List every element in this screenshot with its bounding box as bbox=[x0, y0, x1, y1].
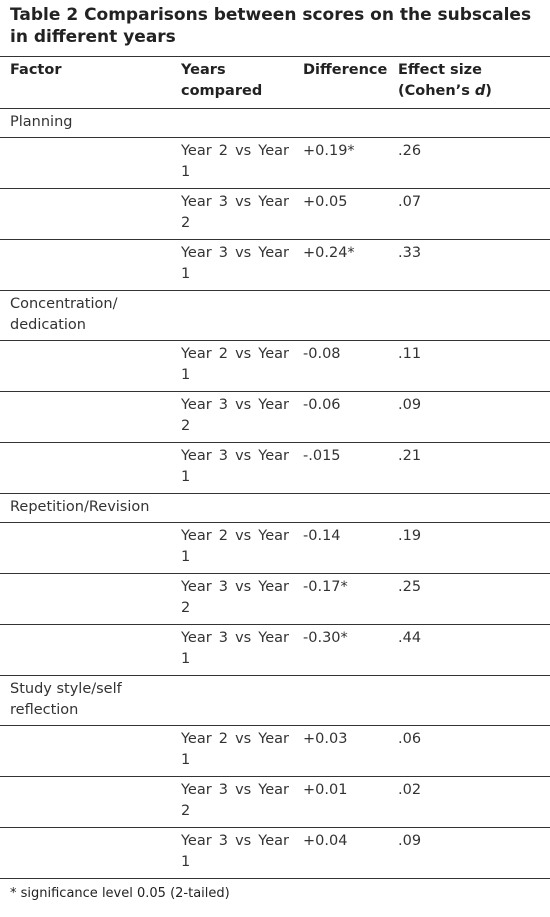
years-cell: Year 3 vs Year 1 bbox=[171, 624, 293, 676]
empty-cell bbox=[0, 522, 171, 574]
empty-cell bbox=[0, 624, 171, 676]
difference-cell: -0.06 bbox=[293, 391, 388, 443]
data-row: Year 3 vs Year 2 +0.05.07 bbox=[0, 188, 550, 240]
factor-cell: Planning bbox=[0, 108, 550, 138]
factor-cell: Concentration/ dedication bbox=[0, 290, 550, 341]
effect-cell: .44 bbox=[388, 624, 550, 676]
empty-cell bbox=[0, 391, 171, 443]
header-cell: Difference bbox=[293, 56, 388, 109]
data-row: Year 3 vs Year 2 +0.01.02 bbox=[0, 776, 550, 828]
difference-cell: +0.04 bbox=[293, 827, 388, 879]
empty-cell bbox=[0, 442, 171, 494]
data-row: Year 2 vs Year 1 +0.03.06 bbox=[0, 725, 550, 777]
data-row: Year 3 vs Year 2 -0.06.09 bbox=[0, 391, 550, 443]
effect-cell: .11 bbox=[388, 340, 550, 392]
factor-row: Study style/self reflection bbox=[0, 675, 550, 726]
header-row: Factor Years compared Difference Effect … bbox=[0, 56, 550, 109]
data-row: Year 3 vs Year 1 -0.30* .44 bbox=[0, 624, 550, 676]
difference-cell: +0.05 bbox=[293, 188, 388, 240]
empty-cell bbox=[0, 827, 171, 879]
years-cell: Year 3 vs Year 1 bbox=[171, 827, 293, 879]
factor-row: Concentration/ dedication bbox=[0, 290, 550, 341]
empty-cell bbox=[0, 137, 171, 189]
data-row: Year 2 vs Year 1 +0.19* .26 bbox=[0, 137, 550, 189]
header-cell: Years compared bbox=[171, 56, 293, 109]
factor-cell: Study style/self reflection bbox=[0, 675, 550, 726]
header-text: Effect size (Cohen’s bbox=[398, 62, 482, 99]
difference-cell: +0.19* bbox=[293, 137, 388, 189]
factor-cell: Repetition/Revision bbox=[0, 493, 550, 523]
data-row: Year 2 vs Year 1 -0.14.19 bbox=[0, 522, 550, 574]
effect-cell: .19 bbox=[388, 522, 550, 574]
effect-cell: .26 bbox=[388, 137, 550, 189]
effect-cell: .33 bbox=[388, 239, 550, 291]
empty-cell bbox=[0, 776, 171, 828]
effect-cell: .06 bbox=[388, 725, 550, 777]
years-cell: Year 2 vs Year 1 bbox=[171, 725, 293, 777]
years-cell: Year 3 vs Year 1 bbox=[171, 239, 293, 291]
header-cell: Effect size (Cohen’s d) bbox=[388, 56, 550, 109]
header-cell: Factor bbox=[0, 56, 171, 109]
data-row: Year 3 vs Year 1 +0.04.09 bbox=[0, 827, 550, 879]
data-row: Year 3 vs Year 2 -0.17* .25 bbox=[0, 573, 550, 625]
effect-cell: .21 bbox=[388, 442, 550, 494]
years-cell: Year 3 vs Year 2 bbox=[171, 391, 293, 443]
empty-cell bbox=[0, 573, 171, 625]
factor-row: Planning bbox=[0, 108, 550, 138]
difference-cell: -0.14 bbox=[293, 522, 388, 574]
years-cell: Year 2 vs Year 1 bbox=[171, 340, 293, 392]
header-italic: d bbox=[474, 83, 486, 99]
difference-cell: +0.01 bbox=[293, 776, 388, 828]
years-cell: Year 3 vs Year 2 bbox=[171, 188, 293, 240]
empty-cell bbox=[0, 239, 171, 291]
difference-cell: +0.03 bbox=[293, 725, 388, 777]
years-cell: Year 2 vs Year 1 bbox=[171, 137, 293, 189]
effect-cell: .09 bbox=[388, 391, 550, 443]
factor-row: Repetition/Revision bbox=[0, 493, 550, 523]
effect-cell: .02 bbox=[388, 776, 550, 828]
difference-cell: +0.24* bbox=[293, 239, 388, 291]
difference-cell: -0.30* bbox=[293, 624, 388, 676]
table-title: Table 2 Comparisons between scores on th… bbox=[10, 5, 532, 47]
effect-cell: .25 bbox=[388, 573, 550, 625]
years-cell: Year 3 vs Year 2 bbox=[171, 573, 293, 625]
data-row: Year 3 vs Year 1 +0.24* .33 bbox=[0, 239, 550, 291]
data-row: Year 2 vs Year 1 -0.08.11 bbox=[0, 340, 550, 392]
empty-cell bbox=[0, 188, 171, 240]
page: {"title": "Table 2 Comparisons between s… bbox=[0, 4, 550, 917]
empty-cell bbox=[0, 725, 171, 777]
years-cell: Year 2 vs Year 1 bbox=[171, 522, 293, 574]
years-cell: Year 3 vs Year 2 bbox=[171, 776, 293, 828]
effect-cell: .09 bbox=[388, 827, 550, 879]
difference-cell: -.015 bbox=[293, 442, 388, 494]
header-text: ) bbox=[485, 83, 492, 99]
footnote: * significance level 0.05 (2-tailed) bbox=[10, 886, 230, 901]
difference-cell: -0.17* bbox=[293, 573, 388, 625]
table: Factor Years compared Difference Effect … bbox=[0, 56, 550, 879]
difference-cell: -0.08 bbox=[293, 340, 388, 392]
years-cell: Year 3 vs Year 1 bbox=[171, 442, 293, 494]
empty-cell bbox=[0, 340, 171, 392]
data-row: Year 3 vs Year 1 -.015.21 bbox=[0, 442, 550, 494]
effect-cell: .07 bbox=[388, 188, 550, 240]
